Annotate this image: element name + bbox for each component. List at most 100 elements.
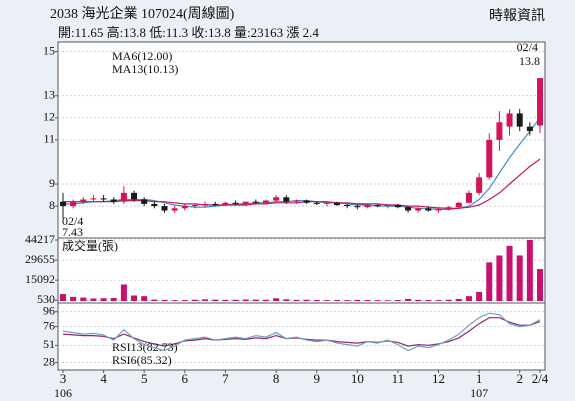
annotation: 13.8 — [519, 54, 540, 68]
candle-body — [516, 113, 523, 127]
bar — [313, 300, 320, 301]
y-tick-label: 8 — [49, 198, 55, 212]
candle-body — [506, 113, 513, 127]
bar — [394, 300, 401, 301]
candle-body — [222, 202, 229, 205]
bar — [344, 300, 351, 301]
legend-label: MA6(12.00) — [112, 49, 172, 63]
y-tick-label: 530 — [37, 292, 55, 306]
candle-body — [90, 198, 97, 200]
candle-body — [181, 206, 188, 209]
candle-body — [252, 201, 259, 203]
candle-body — [384, 205, 391, 207]
candle-body — [405, 207, 412, 211]
bar — [293, 299, 300, 301]
candle-body — [445, 207, 452, 210]
bar — [354, 299, 361, 301]
bar — [80, 297, 87, 301]
candle-body — [496, 122, 503, 140]
candle-body — [161, 206, 168, 211]
candle-body — [120, 192, 127, 202]
candle-body — [293, 200, 300, 202]
candle-body — [171, 208, 178, 211]
candle-body — [80, 199, 87, 202]
chart-title: 2038 海光企業 107024(周線圖) — [50, 5, 235, 22]
y-tick-label: 11 — [43, 132, 55, 146]
bar — [120, 284, 127, 301]
candle-body — [334, 202, 341, 205]
candle-body — [303, 200, 310, 203]
bar — [100, 298, 107, 301]
candle-body — [323, 202, 330, 204]
bar — [90, 298, 97, 301]
bar — [455, 298, 462, 301]
candle-body — [262, 200, 269, 203]
candle-body — [202, 203, 209, 205]
candle-body — [476, 177, 483, 193]
candle-body — [415, 208, 422, 211]
y-tick-label: 76 — [43, 318, 55, 332]
x-tick-label: 12 — [432, 371, 445, 386]
bar — [476, 292, 483, 301]
candle-body — [313, 202, 320, 204]
candle-body — [455, 202, 462, 208]
x-tick-label: 6 — [182, 371, 189, 386]
bar — [496, 255, 503, 301]
bar — [445, 299, 452, 301]
bar — [405, 298, 412, 301]
x-tick-label: 5 — [141, 371, 148, 386]
x-tick-label: 2 — [516, 371, 523, 386]
bar — [273, 298, 280, 301]
bar — [232, 299, 239, 301]
candle-body — [242, 201, 249, 204]
candle-body — [435, 209, 442, 211]
candle-body — [232, 202, 239, 204]
x-tick-label: 3 — [60, 371, 67, 386]
bar — [323, 300, 330, 301]
candle-body — [212, 203, 219, 205]
legend-label: MA13(10.13) — [112, 62, 178, 76]
candle-body — [131, 192, 138, 200]
y-tick-label: 29655 — [25, 252, 55, 266]
candle-body — [151, 203, 158, 207]
y-tick-label: 13 — [43, 88, 55, 102]
bar — [181, 300, 188, 301]
candle-body — [110, 199, 117, 202]
candle-body — [364, 205, 371, 208]
annotation: 7.43 — [62, 225, 83, 239]
bar — [202, 299, 209, 301]
source: 時報資訊 — [489, 8, 545, 24]
year-label: 107 — [470, 386, 488, 400]
candle-body — [283, 197, 290, 202]
x-tick-label: 9 — [313, 371, 320, 386]
bar — [60, 294, 66, 301]
candle-body — [191, 205, 198, 207]
bar — [70, 296, 77, 301]
legend-label: RSI13(82.73) — [112, 340, 178, 354]
bar — [151, 299, 158, 301]
x-tick-label: 8 — [273, 371, 280, 386]
annotation: 02/4 — [517, 40, 538, 54]
y-tick-label: 12 — [43, 110, 55, 124]
y-tick-label: 15092 — [25, 272, 55, 286]
rsi-line — [62, 312, 541, 352]
bar — [131, 295, 138, 301]
candle-body — [526, 126, 533, 132]
bar — [486, 262, 493, 301]
year-label: 106 — [54, 386, 72, 400]
y-tick-label: 9 — [49, 176, 55, 190]
bar — [465, 296, 472, 301]
x-tick-label: 7 — [222, 371, 229, 386]
bar — [161, 299, 168, 301]
bar — [252, 299, 259, 301]
bar — [334, 300, 341, 301]
x-tick-label: 4 — [100, 371, 107, 386]
candle-body — [486, 139, 493, 178]
y-tick-label: 28 — [43, 354, 55, 368]
candle-body — [465, 192, 472, 203]
candle-body — [60, 201, 66, 207]
candle-body — [344, 205, 351, 207]
bar — [435, 300, 442, 301]
x-tick-label: 11 — [392, 371, 405, 386]
